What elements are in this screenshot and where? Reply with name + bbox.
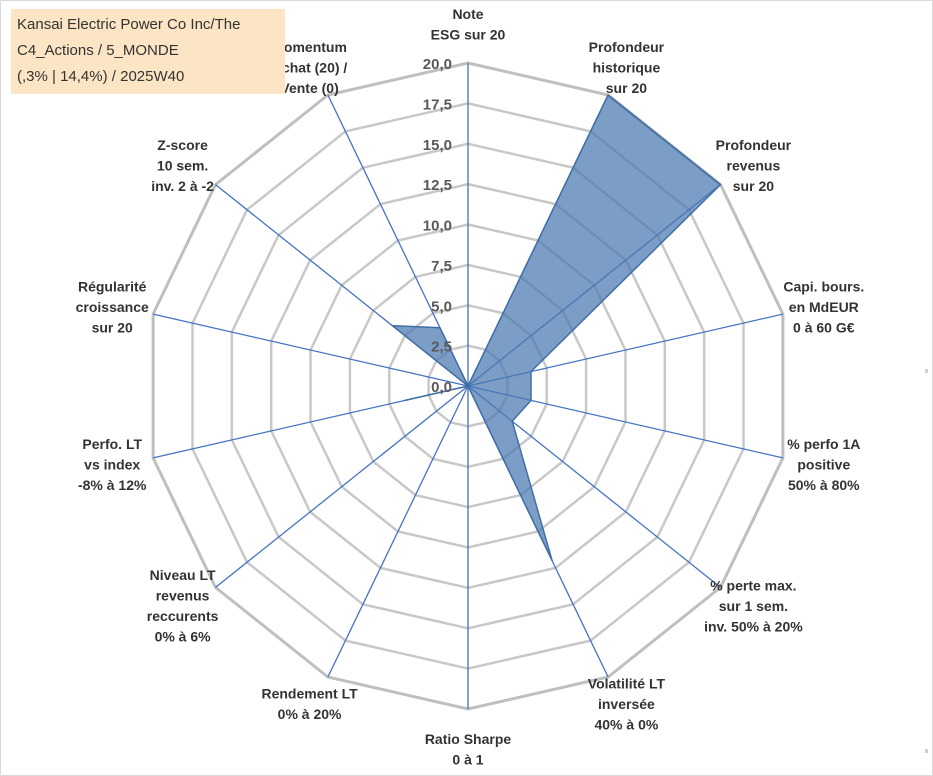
axis-label-group: Profondeur historique sur 20	[589, 39, 665, 96]
axis-label: Note	[452, 6, 483, 22]
radar-series	[391, 94, 722, 562]
axis-label: Momentum	[272, 39, 347, 55]
axis-label-group: Momentum Achat (20) / Vente (0)	[272, 39, 348, 96]
axis-spoke	[152, 313, 469, 387]
axis-label: 10 sem.	[157, 158, 208, 174]
chart-title-box: Kansai Electric Power Co Inc/The C4_Acti…	[11, 9, 285, 94]
axis-label: vs index	[84, 456, 140, 472]
axis-label-group: Rendement LT 0% à 20%	[261, 686, 358, 723]
axis-label: Profondeur	[716, 137, 792, 153]
axis-label: Ratio Sharpe	[425, 731, 512, 747]
axis-label: 0 à 60 G€	[793, 320, 855, 336]
axis-label-group: Ratio Sharpe 0 à 1	[425, 731, 512, 768]
axis-label: Achat (20) /	[272, 60, 348, 76]
axis-label: Niveau LT	[150, 567, 216, 583]
axis-label: 0% à 20%	[278, 706, 342, 722]
tick-label: 7,5	[431, 258, 452, 275]
axis-label: historique	[593, 60, 661, 76]
axis-label-group: Volatilité LT inversée 40% à 0%	[588, 675, 666, 732]
axis-label: inversée	[598, 696, 655, 712]
axis-label: Rendement LT	[261, 686, 358, 702]
axis-label: revenus	[156, 588, 210, 604]
axis-label: Perfo. LT	[82, 436, 142, 452]
axis-spoke	[215, 385, 469, 588]
tick-label: 10,0	[423, 218, 452, 235]
axis-label-group: Perfo. LT vs index -8% à 12%	[78, 436, 147, 493]
axis-label: reccurents	[147, 608, 219, 624]
axis-label: % perfo 1A	[787, 436, 860, 452]
title-line-3: (,3% | 14,4%) / 2025W40	[17, 68, 185, 85]
axis-label: sur 20	[92, 320, 133, 336]
axis-label: Régularité	[78, 279, 147, 295]
axis-label: en MdEUR	[789, 299, 859, 315]
radar-tick-labels: 0,0 2,5 5,0 7,5 10,0 12,5 15,0 17,5 20,0	[423, 56, 452, 396]
tick-label: 15,0	[423, 137, 452, 154]
axis-label-group: Régularité croissance sur 20	[76, 279, 149, 336]
axis-label: Profondeur	[589, 39, 665, 55]
radar-axis-labels: Note ESG sur 20 Profondeur historique sur 20…	[76, 6, 865, 768]
axis-label: sur 20	[733, 178, 774, 194]
axis-label: % perte max.	[710, 577, 796, 593]
axis-label: Capi. bours.	[783, 279, 864, 295]
axis-label: Volatilité LT	[588, 675, 666, 691]
title-line-2: C4_Actions / 5_MONDE	[17, 42, 179, 59]
axis-label: 0% à 6%	[155, 629, 212, 645]
axis-label-group: % perte max. sur 1 sem. inv. 50% à 20%	[704, 577, 803, 634]
scroll-indicator	[925, 749, 928, 753]
tick-label: 17,5	[423, 96, 452, 113]
series-area	[391, 94, 722, 562]
axis-label: ESG sur 20	[431, 27, 506, 43]
axis-label-group: Note ESG sur 20	[431, 6, 506, 43]
axis-label: sur 1 sem.	[719, 598, 788, 614]
axis-label-group: Capi. bours. en MdEUR 0 à 60 G€	[783, 279, 864, 336]
tick-label: 0,0	[431, 379, 452, 396]
axis-label: inv. 2 à -2	[151, 178, 214, 194]
tick-label: 20,0	[423, 56, 452, 73]
tick-label: 2,5	[431, 339, 452, 356]
axis-label-group: Profondeur revenus sur 20	[716, 137, 792, 194]
axis-label: 0 à 1	[452, 752, 483, 768]
scroll-indicator	[925, 369, 928, 373]
axis-spoke	[327, 385, 469, 678]
axis-label: inv. 50% à 20%	[704, 618, 803, 634]
axis-label: sur 20	[606, 80, 647, 96]
axis-label: croissance	[76, 299, 149, 315]
tick-label: 5,0	[431, 298, 452, 315]
axis-label-group: Z-score 10 sem. inv. 2 à -2	[151, 137, 214, 194]
axis-label: positive	[797, 456, 850, 472]
axis-label: revenus	[727, 158, 781, 174]
axis-label: Vente (0)	[280, 80, 338, 96]
title-line-1: Kansai Electric Power Co Inc/The	[17, 16, 241, 33]
axis-label: -8% à 12%	[78, 477, 147, 493]
axis-label-group: Niveau LT revenus reccurents 0% à 6%	[147, 567, 219, 645]
axis-label: 50% à 80%	[788, 477, 860, 493]
axis-label: 40% à 0%	[594, 716, 658, 732]
tick-label: 12,5	[423, 177, 452, 194]
axis-label: Z-score	[157, 137, 208, 153]
axis-label-group: % perfo 1A positive 50% à 80%	[787, 436, 860, 493]
